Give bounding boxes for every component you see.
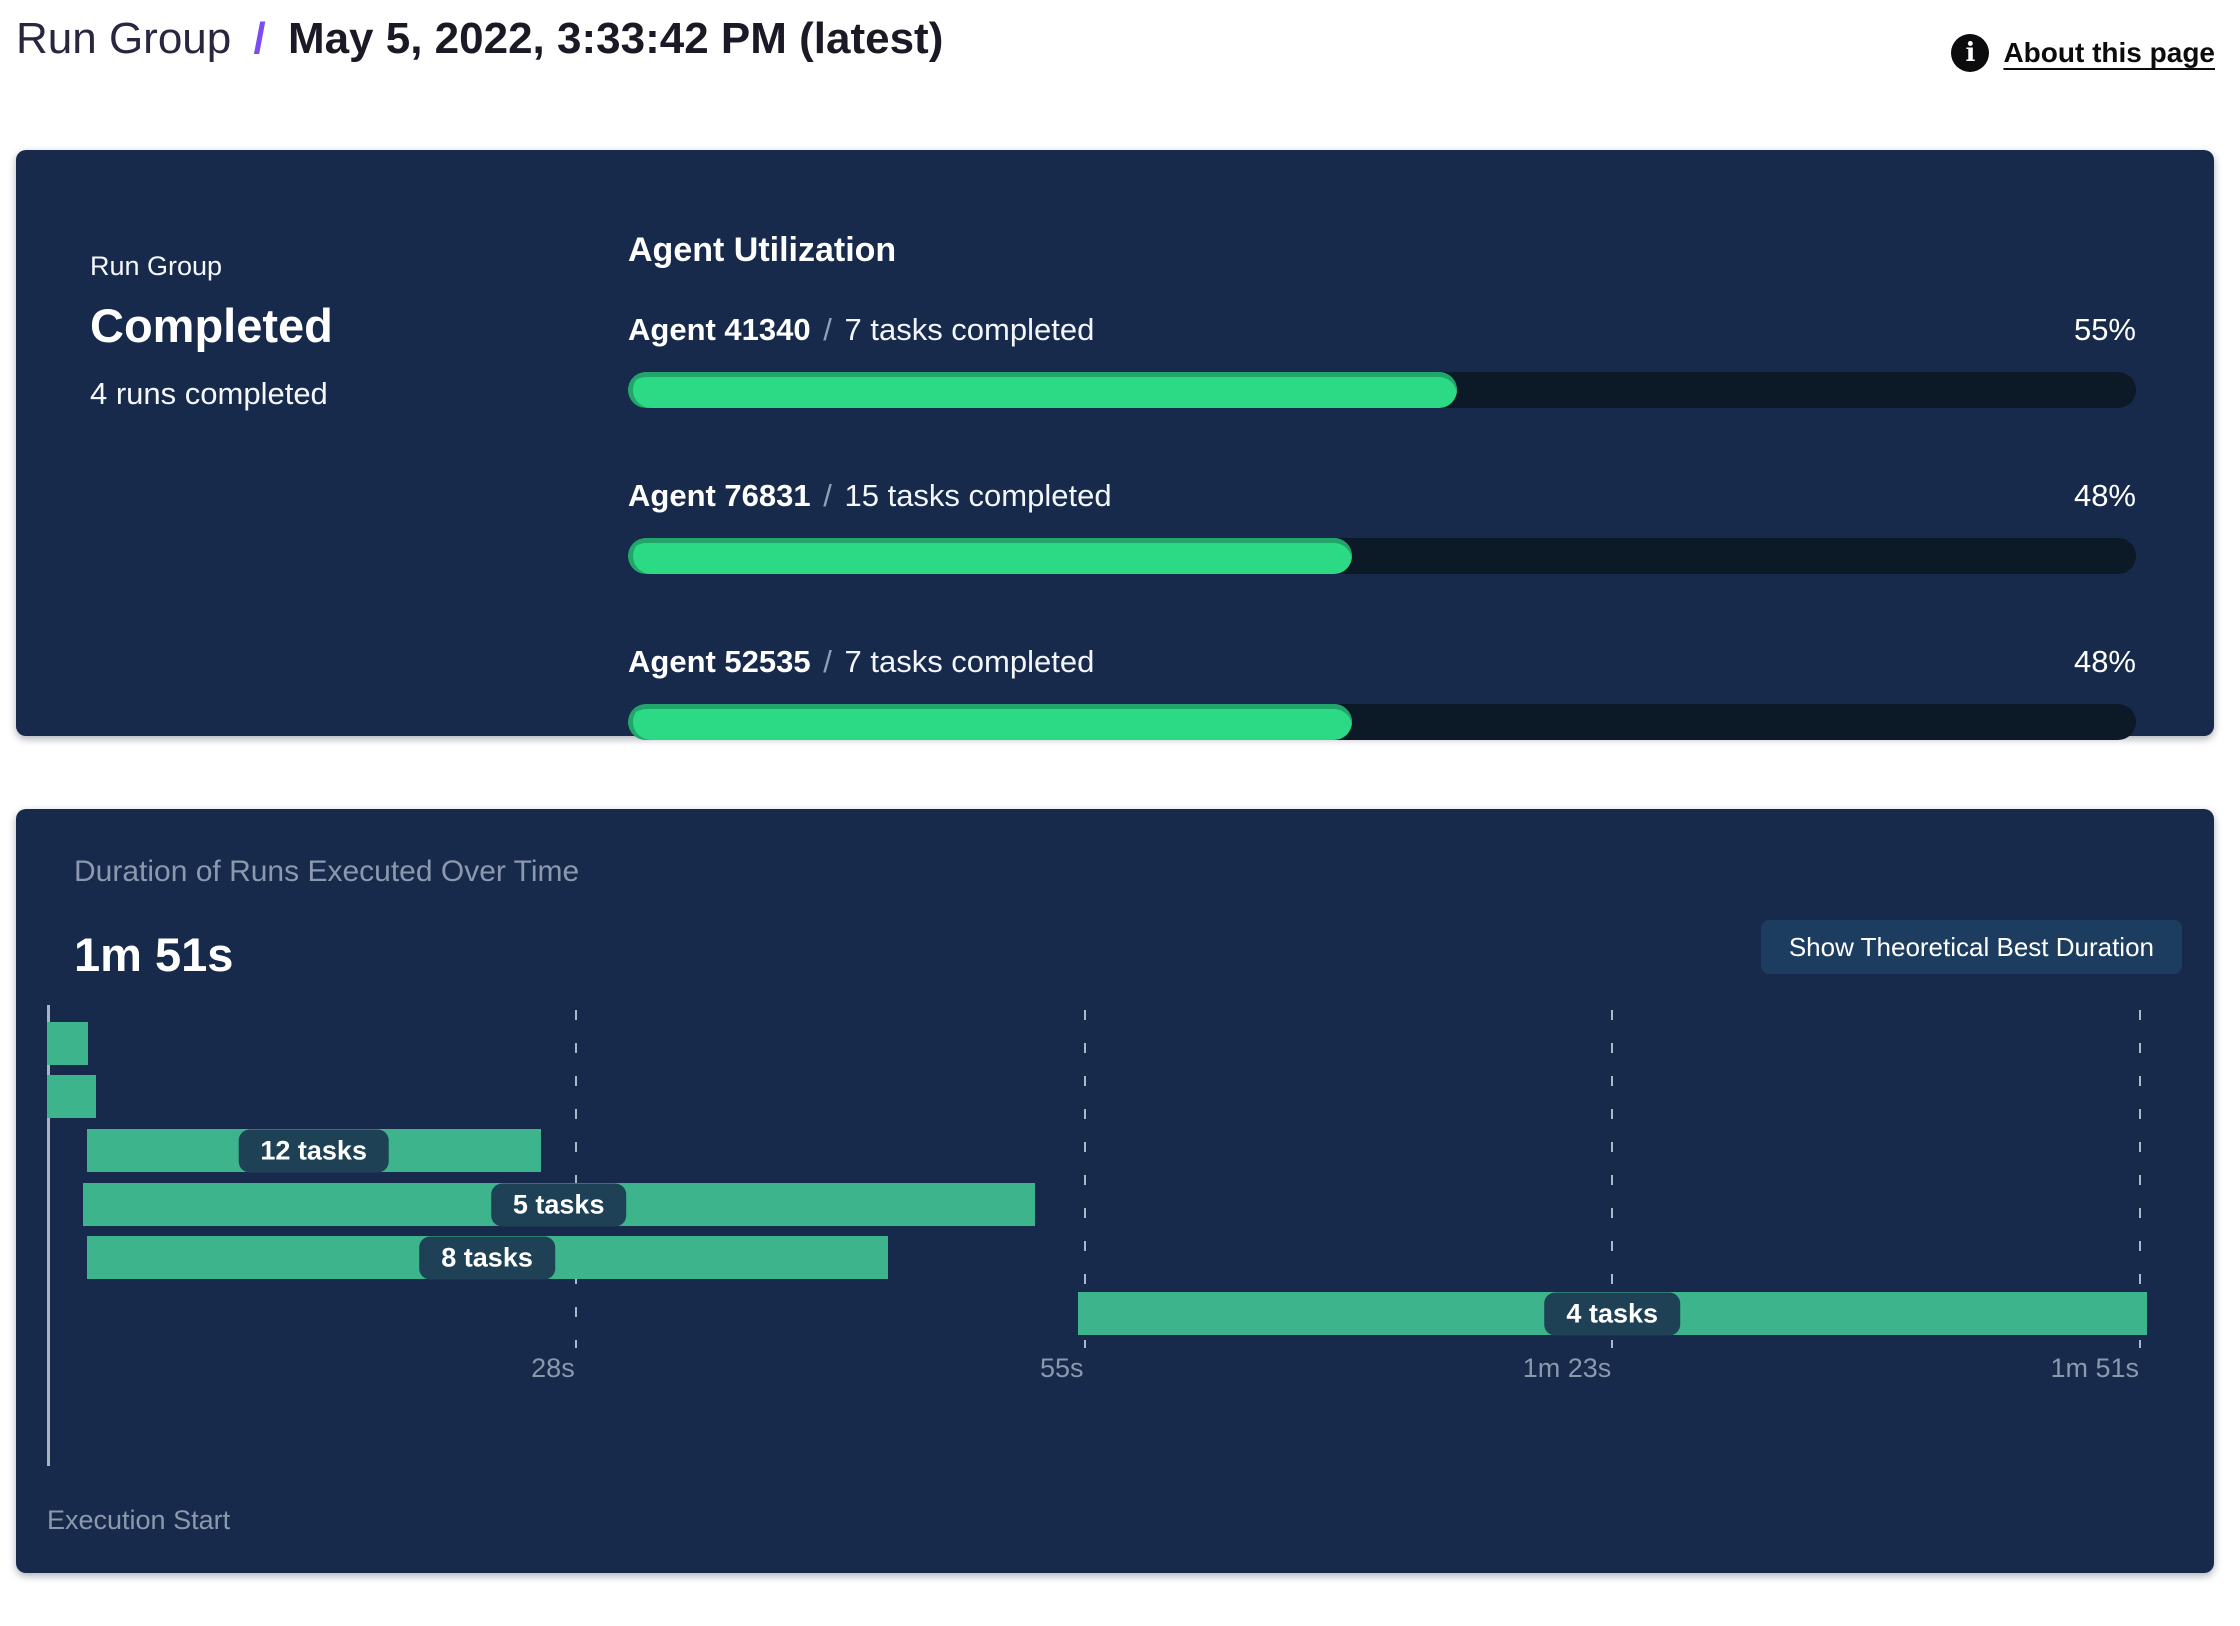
show-theoretical-best-duration-button[interactable]: Show Theoretical Best Duration — [1760, 920, 2182, 974]
agent-utilization-percent: 48% — [2073, 478, 2136, 513]
utilization-bar-track — [628, 704, 2136, 740]
info-icon: i — [1951, 34, 1990, 72]
agent-label: Agent 76831 / 15 tasks completed — [628, 478, 1112, 514]
agent-utilization-rows: Agent 41340 / 7 tasks completed 55% Agent … — [628, 312, 2136, 740]
utilization-bar-fill — [628, 372, 1458, 408]
run-timestamp-title: May 5, 2022, 3:33:42 PM (latest) — [287, 14, 944, 63]
agent-name: Agent 41340 — [628, 312, 811, 347]
run-group-label: Run Group — [90, 251, 223, 281]
execution-start-label: Execution Start — [47, 1505, 231, 1535]
duration-panel: Duration of Runs Executed Over Time 1m 5… — [16, 809, 2214, 1573]
utilization-bar-fill — [628, 704, 1352, 740]
agent-utilization-row: Agent 41340 / 7 tasks completed 55% — [628, 312, 2136, 408]
agent-utilization-percent: 48% — [2073, 644, 2136, 679]
run-duration-bar[interactable]: 8 tasks — [86, 1236, 888, 1279]
run-group-status: Completed — [90, 299, 333, 352]
run-group-summary-panel: Run Group Completed 4 runs completed Age… — [16, 150, 2214, 740]
utilization-bar-track — [628, 372, 2136, 408]
agent-utilization-title: Agent Utilization — [628, 231, 897, 269]
breadcrumb: Run Group — [16, 14, 232, 63]
agent-label: Agent 41340 / 7 tasks completed — [628, 312, 1094, 348]
agent-utilization-section: Agent Utilization Agent 41340 / 7 tasks … — [628, 230, 2136, 810]
run-duration-bar[interactable] — [47, 1022, 89, 1065]
label-separator: / — [814, 478, 841, 513]
page-header: Run Group / May 5, 2022, 3:33:42 PM (lat… — [16, 8, 2215, 88]
execution-start-axis-line — [47, 1005, 50, 1466]
agent-label: Agent 52535 / 7 tasks completed — [628, 644, 1094, 680]
agent-tasks-completed: 7 tasks completed — [844, 644, 1095, 679]
gridline — [1083, 1010, 1086, 1348]
total-duration-value: 1m 51s — [74, 928, 234, 981]
breadcrumb-separator: / — [253, 14, 266, 63]
axis-tick-label: 1m 51s — [2050, 1353, 2139, 1383]
utilization-bar-track — [628, 538, 2136, 574]
label-separator: / — [814, 644, 841, 679]
duration-chart: 28s 55s 1m 23s 1m 51s 12 tasks 5 tasks 8 tasks… — [47, 1005, 2147, 1485]
axis-tick-label: 1m 23s — [1522, 1353, 1612, 1383]
label-separator: / — [814, 312, 841, 347]
agent-name: Agent 52535 — [628, 644, 811, 679]
about-this-page-link[interactable]: i About this page — [1951, 34, 2215, 72]
gridline — [1611, 1010, 1614, 1348]
gridline — [574, 1010, 577, 1348]
agent-utilization-row: Agent 52535 / 7 tasks completed 48% — [628, 644, 2136, 740]
agent-label-line: Agent 76831 / 15 tasks completed 48% — [628, 478, 2136, 514]
agent-label-line: Agent 52535 / 7 tasks completed 48% — [628, 644, 2136, 680]
run-duration-bar[interactable]: 5 tasks — [82, 1183, 1035, 1226]
axis-tick-label: 55s — [1040, 1353, 1084, 1383]
agent-utilization-percent: 55% — [2073, 312, 2136, 347]
agent-utilization-row: Agent 76831 / 15 tasks completed 48% — [628, 478, 2136, 574]
agent-label-line: Agent 41340 / 7 tasks completed 55% — [628, 312, 2136, 348]
utilization-bar-fill — [628, 538, 1352, 574]
duration-chart-title: Duration of Runs Executed Over Time — [74, 855, 580, 888]
run-duration-bar[interactable] — [47, 1075, 96, 1118]
task-count-badge: 12 tasks — [238, 1129, 389, 1172]
page-title: Run Group / May 5, 2022, 3:33:42 PM (lat… — [16, 10, 943, 68]
task-count-badge: 5 tasks — [490, 1183, 627, 1226]
axis-tick-label: 28s — [531, 1353, 575, 1383]
gridline — [2139, 1010, 2141, 1348]
task-count-badge: 4 tasks — [1544, 1292, 1681, 1335]
agent-tasks-completed: 7 tasks completed — [844, 312, 1095, 347]
run-group-status-block: Run Group Completed 4 runs completed — [90, 250, 590, 412]
agent-name: Agent 76831 — [628, 478, 811, 513]
run-duration-bar[interactable]: 4 tasks — [1077, 1292, 2147, 1335]
about-link-label: About this page — [2003, 37, 2215, 68]
runs-completed-count: 4 runs completed — [90, 376, 328, 411]
run-duration-bar[interactable]: 12 tasks — [86, 1129, 541, 1172]
task-count-badge: 8 tasks — [419, 1236, 555, 1279]
agent-tasks-completed: 15 tasks completed — [844, 478, 1112, 513]
